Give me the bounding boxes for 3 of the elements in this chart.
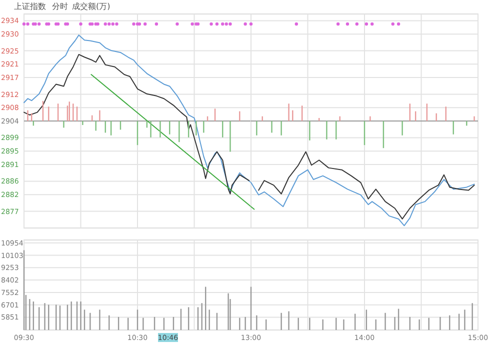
text: 成交额(万) [72,2,110,11]
chart-title: 上证指数 [14,2,46,11]
chart-subtitle: 分时 [52,2,68,11]
